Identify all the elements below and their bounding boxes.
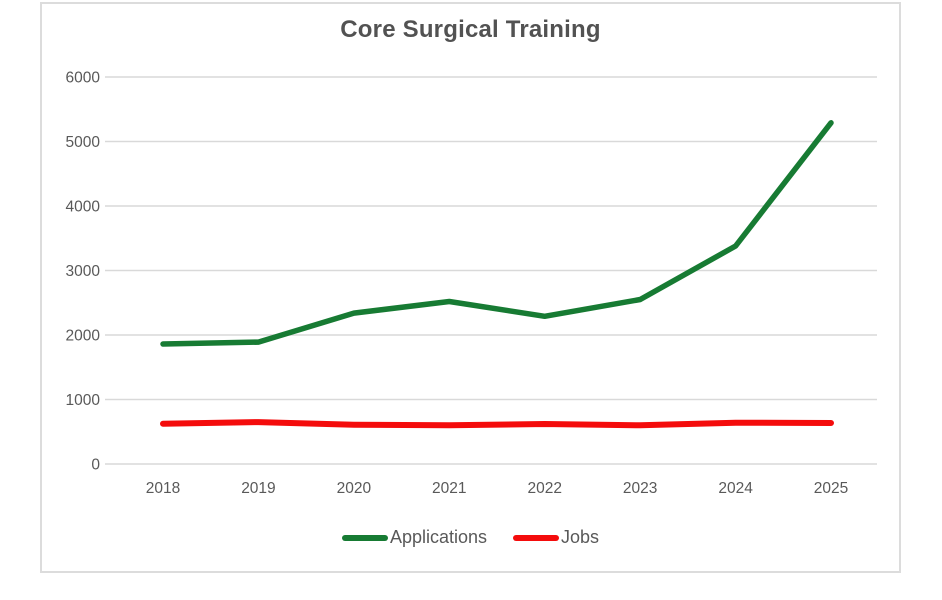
y-axis-tick-label: 6000 (66, 70, 101, 87)
x-axis-tick-label: 2022 (527, 480, 561, 497)
y-axis-tick-label: 3000 (66, 263, 101, 280)
legend-item-jobs: Jobs (513, 527, 599, 548)
series-line-applications (160, 120, 834, 347)
x-axis-tick-label: 2018 (146, 480, 180, 497)
legend: Applications Jobs (40, 527, 901, 548)
x-axis-tick-label: 2023 (623, 480, 657, 497)
legend-label-jobs: Jobs (561, 527, 600, 547)
x-axis-tick-label: 2021 (432, 480, 466, 497)
legend-label-applications: Applications (389, 527, 488, 547)
legend-swatch-applications (341, 534, 388, 541)
y-axis-tick-label: 0 (91, 457, 100, 474)
x-axis-tick-label: 2020 (337, 480, 372, 497)
x-axis-tick-label: 2024 (718, 480, 753, 497)
y-axis-tick-label: 2000 (66, 328, 101, 345)
y-axis-tick-label: 5000 (66, 134, 101, 151)
x-axis-tick-label: 2025 (814, 480, 848, 497)
series-line-jobs (160, 419, 834, 429)
chart-title: Core Surgical Training (340, 16, 601, 43)
y-axis-tick-label: 4000 (66, 199, 101, 216)
chart-frame (40, 2, 901, 573)
legend-swatch-jobs (513, 534, 560, 541)
legend-item-applications: Applications (341, 527, 488, 548)
x-axis-tick-label: 2019 (241, 480, 275, 497)
y-axis-tick-label: 1000 (66, 392, 101, 409)
